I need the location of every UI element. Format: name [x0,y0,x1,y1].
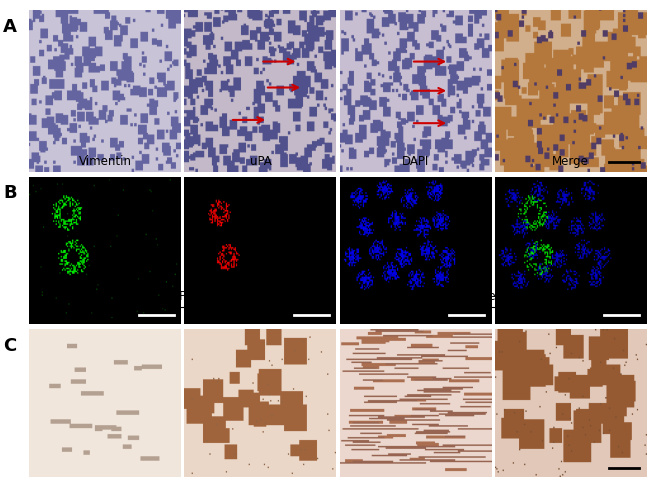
Text: B: B [3,184,16,202]
Text: uPA: uPA [250,155,271,168]
Text: CAFs: CAFs [556,307,585,320]
Text: C: C [3,336,16,354]
Text: CAFs: CAFs [246,307,275,320]
Text: Merge: Merge [552,155,589,168]
Text: uPA: uPA [171,289,194,302]
Text: NFs: NFs [94,307,116,320]
Text: A: A [3,18,17,36]
Text: Vimentin: Vimentin [465,289,521,302]
Text: Vimentin: Vimentin [79,155,132,168]
Text: DAPI: DAPI [402,155,429,168]
Text: NFs: NFs [405,307,426,320]
